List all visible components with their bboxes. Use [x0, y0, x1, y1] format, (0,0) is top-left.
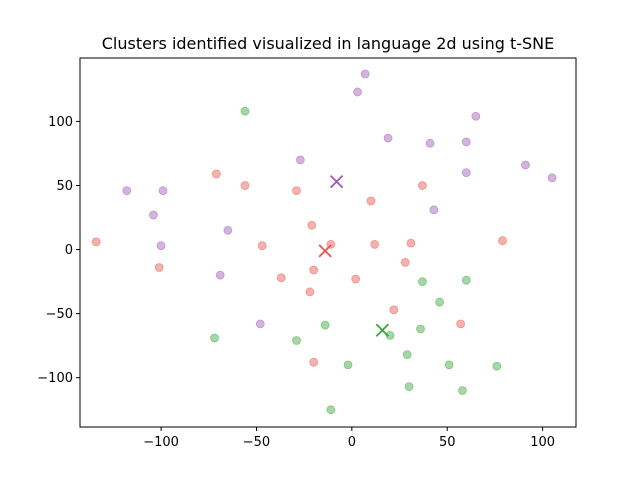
point-cluster-1-19 — [418, 181, 427, 190]
point-cluster-1-21 — [498, 236, 507, 245]
point-cluster-3-4 — [156, 241, 166, 251]
point-cluster-3-3 — [158, 186, 168, 196]
point-cluster-2-13 — [444, 360, 454, 370]
point-cluster-3-2 — [149, 210, 158, 220]
plot-frame — [79, 57, 577, 428]
point-cluster-2-10 — [416, 324, 425, 334]
point-cluster-1-15 — [370, 240, 380, 249]
point-cluster-3-8 — [295, 155, 305, 165]
point-cluster-2-3 — [292, 336, 301, 345]
point-cluster-1-1 — [91, 237, 101, 247]
x-tick-label: 100 — [530, 435, 555, 450]
point-cluster-3-9 — [353, 87, 362, 97]
point-cluster-3-12 — [425, 138, 435, 148]
point-cluster-2-6 — [343, 360, 353, 370]
point-cluster-2-16 — [492, 361, 502, 371]
point-cluster-1-3 — [211, 169, 221, 179]
point-cluster-2-1 — [240, 106, 250, 116]
point-cluster-1-2 — [154, 263, 164, 272]
y-tick-label: −50 — [46, 307, 73, 322]
point-cluster-3-18 — [547, 173, 557, 183]
point-cluster-2-15 — [461, 275, 471, 285]
y-tick-label: −100 — [37, 371, 73, 386]
point-cluster-3-1 — [122, 186, 132, 196]
point-cluster-2-2 — [210, 333, 219, 343]
point-cluster-2-12 — [435, 297, 445, 307]
point-cluster-3-7 — [255, 319, 265, 329]
point-cluster-2-5 — [326, 405, 336, 415]
y-tick-label: 50 — [56, 179, 73, 194]
point-cluster-2-7 — [385, 330, 395, 340]
centroid-marker-cluster-1 — [318, 244, 332, 258]
centroid-marker-cluster-2 — [375, 323, 390, 337]
point-cluster-1-18 — [406, 238, 416, 248]
point-cluster-2-14 — [458, 386, 467, 395]
point-cluster-1-14 — [366, 196, 376, 206]
point-cluster-1-10 — [309, 265, 319, 275]
point-cluster-1-13 — [351, 274, 361, 284]
chart-title: Clusters identified visualized in langua… — [102, 34, 555, 53]
point-cluster-1-16 — [389, 305, 399, 315]
point-cluster-2-8 — [402, 350, 412, 360]
point-cluster-1-17 — [400, 257, 410, 267]
centroid-marker-cluster-3 — [329, 175, 344, 189]
point-cluster-1-6 — [276, 273, 286, 283]
point-cluster-2-9 — [404, 382, 414, 392]
point-cluster-3-16 — [471, 111, 481, 121]
point-cluster-1-4 — [240, 181, 250, 190]
x-tick-label: 0 — [348, 435, 356, 450]
point-cluster-3-11 — [383, 133, 393, 143]
point-cluster-3-17 — [521, 160, 530, 170]
y-tick-label: 100 — [48, 115, 73, 130]
point-cluster-3-14 — [461, 137, 471, 147]
x-tick-label: 50 — [439, 435, 456, 450]
point-cluster-2-11 — [418, 277, 427, 286]
point-cluster-2-4 — [320, 320, 330, 330]
point-cluster-1-11 — [309, 357, 319, 367]
point-cluster-1-7 — [292, 186, 301, 196]
marks-layer — [91, 69, 557, 415]
x-tick-label: −50 — [243, 435, 270, 450]
point-cluster-3-13 — [429, 205, 439, 215]
tick-layer: −100 −50 0 50 100 −100 −50 0 50 100 — [37, 115, 555, 450]
point-cluster-3-10 — [360, 69, 370, 79]
point-cluster-1-9 — [307, 220, 317, 230]
point-cluster-1-5 — [257, 241, 267, 251]
point-cluster-1-8 — [305, 287, 315, 297]
point-cluster-1-20 — [456, 319, 465, 329]
point-cluster-3-5 — [215, 270, 225, 280]
y-tick-label: 0 — [65, 243, 73, 258]
point-cluster-3-6 — [223, 225, 233, 235]
point-cluster-3-15 — [461, 168, 471, 178]
x-tick-label: −100 — [143, 435, 179, 450]
